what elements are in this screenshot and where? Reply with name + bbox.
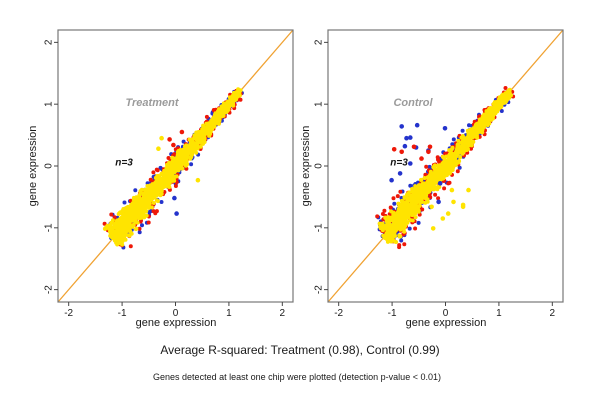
footnote-detection-filter: Genes detected at least one chip were pl… <box>153 372 441 382</box>
svg-text:2: 2 <box>280 308 286 319</box>
svg-text:-1: -1 <box>44 223 55 232</box>
svg-text:0: 0 <box>443 308 449 319</box>
svg-text:-2: -2 <box>44 285 55 294</box>
y-axis-label-control: gene expression <box>300 125 312 207</box>
svg-text:2: 2 <box>44 39 55 45</box>
sample-size-annotation-treatment: n=3 <box>115 157 133 169</box>
panel-title-treatment: Treatment <box>125 97 179 109</box>
svg-text:-1: -1 <box>388 308 397 319</box>
svg-text:-1: -1 <box>314 223 325 232</box>
svg-text:-2: -2 <box>334 308 343 319</box>
svg-text:0: 0 <box>314 163 325 169</box>
svg-text:2: 2 <box>550 308 556 319</box>
svg-text:1: 1 <box>496 308 502 319</box>
svg-text:0: 0 <box>173 308 179 319</box>
svg-text:0: 0 <box>44 163 55 169</box>
svg-text:-2: -2 <box>314 285 325 294</box>
svg-text:1: 1 <box>226 308 232 319</box>
svg-text:-1: -1 <box>118 308 127 319</box>
svg-text:1: 1 <box>44 101 55 107</box>
svg-text:-2: -2 <box>64 308 73 319</box>
svg-text:2: 2 <box>314 39 325 45</box>
x-axis-label-control: gene expression <box>405 317 487 329</box>
x-axis-label-treatment: gene expression <box>135 317 217 329</box>
y-axis-label-treatment: gene expression <box>27 125 39 207</box>
sample-size-annotation-control: n=3 <box>390 157 408 169</box>
svg-text:1: 1 <box>314 101 325 107</box>
caption-average-r-squared: Average R-squared: Treatment (0.98), Con… <box>160 343 440 357</box>
panel-title-control: Control <box>393 97 433 109</box>
